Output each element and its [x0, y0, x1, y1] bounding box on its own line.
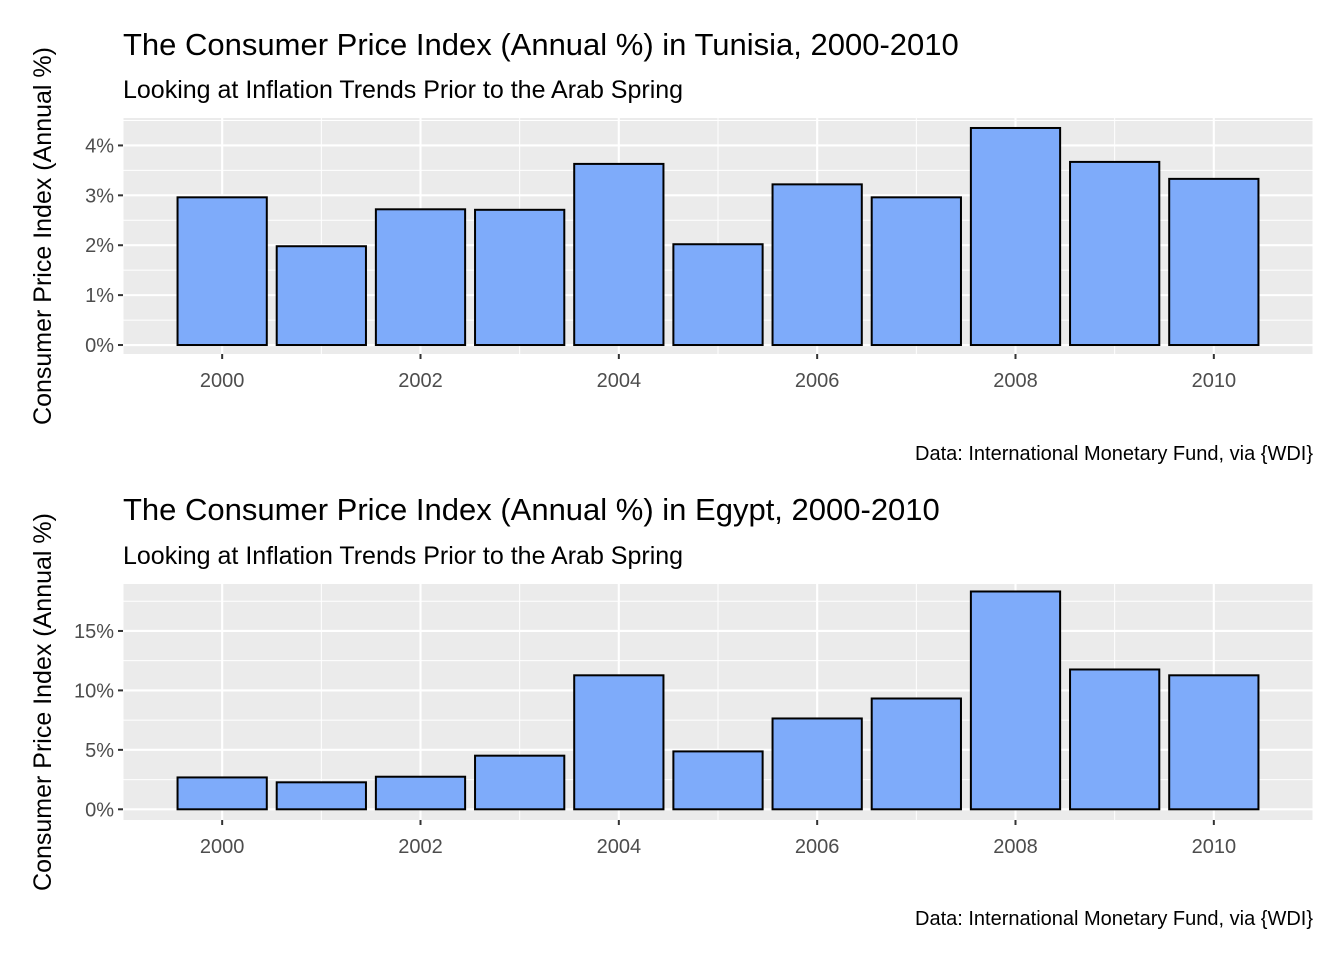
- chart-2-bar-2010: [1168, 674, 1260, 811]
- chart-1-bar-2002: [374, 208, 467, 347]
- chart-1-x-tick-label: 2006: [795, 370, 840, 392]
- chart-1-bar-2007: [870, 196, 962, 347]
- chart-2-y-tick-label: 0%: [85, 799, 114, 821]
- chart-2-bar-2001: [275, 781, 367, 811]
- chart-1-y-tick-label: 4%: [85, 135, 114, 157]
- chart-2-bar-2002: [374, 775, 467, 811]
- chart-1-bar-2009: [1069, 160, 1161, 347]
- chart-1-x-tick-label: 2008: [993, 370, 1038, 392]
- chart-1: The Consumer Price Index (Annual %) in T…: [29, 27, 1314, 465]
- chart-1-title: The Consumer Price Index (Annual %) in T…: [123, 27, 959, 62]
- chart-2-y-tick-label: 15%: [74, 621, 114, 643]
- chart-1-bar-2010: [1168, 177, 1260, 347]
- chart-2-bar-2006: [771, 717, 863, 811]
- chart-2-x-tick-label: 2006: [795, 836, 840, 858]
- chart-1-y-tick-label: 1%: [85, 285, 114, 307]
- chart-2-x-tick-label: 2008: [993, 836, 1038, 858]
- chart-1-y-tick-label: 0%: [85, 335, 114, 357]
- chart-2-subtitle: Looking at Inflation Trends Prior to the…: [123, 542, 683, 570]
- chart-2-bar-2000: [176, 776, 268, 811]
- chart-1-plot: 0% 1% 2% 3% 4% 2000 2002 2004 2006 2008 2010: [85, 118, 1314, 392]
- chart-1-bar-2000: [176, 196, 268, 347]
- chart-2-x-tick-label: 2002: [398, 836, 443, 858]
- chart-1-caption: Data: International Monetary Fund, via {…: [915, 443, 1313, 465]
- chart-2-y-axis-label: Consumer Price Index (Annual %): [29, 513, 57, 891]
- chart-2-bar-2005: [672, 750, 764, 811]
- chart-2-bar-2003: [474, 754, 566, 811]
- chart-1-bar-2005: [672, 243, 764, 347]
- chart-2-title: The Consumer Price Index (Annual %) in E…: [123, 492, 940, 527]
- chart-1-y-tick-label: 2%: [85, 235, 114, 257]
- chart-1-subtitle: Looking at Inflation Trends Prior to the…: [123, 76, 683, 104]
- chart-1-x-tick-label: 2000: [200, 370, 245, 392]
- chart-1-y-axis-label: Consumer Price Index (Annual %): [29, 47, 57, 425]
- chart-2-x-tick-label: 2004: [597, 836, 642, 858]
- chart-1-bar-2001: [275, 245, 367, 347]
- chart-2-caption: Data: International Monetary Fund, via {…: [915, 908, 1313, 930]
- chart-1-bar-2006: [771, 183, 863, 347]
- chart-2: The Consumer Price Index (Annual %) in E…: [29, 492, 1314, 930]
- chart-2-bar-2004: [573, 674, 665, 811]
- chart-1-y-tick-label: 3%: [85, 185, 114, 207]
- chart-1-x-tick-label: 2002: [398, 370, 443, 392]
- chart-2-y-tick-label: 5%: [85, 740, 114, 762]
- chart-1-bar-2008: [969, 126, 1062, 347]
- chart-2-bar-2009: [1069, 668, 1161, 811]
- chart-1-bar-2004: [573, 162, 665, 347]
- chart-1-x-tick-label: 2004: [597, 370, 642, 392]
- chart-2-x-tick-label: 2000: [200, 836, 245, 858]
- chart-1-bar-2003: [474, 208, 566, 347]
- chart-2-x-tick-label: 2010: [1192, 836, 1237, 858]
- chart-2-y-tick-label: 10%: [74, 680, 114, 702]
- chart-2-plot: 0% 5% 10% 15% 2000 2002 2004 2006 2008 2010: [74, 584, 1314, 858]
- chart-1-x-tick-label: 2010: [1192, 370, 1237, 392]
- chart-2-bar-2007: [870, 697, 962, 811]
- chart-2-bar-2008: [969, 590, 1062, 811]
